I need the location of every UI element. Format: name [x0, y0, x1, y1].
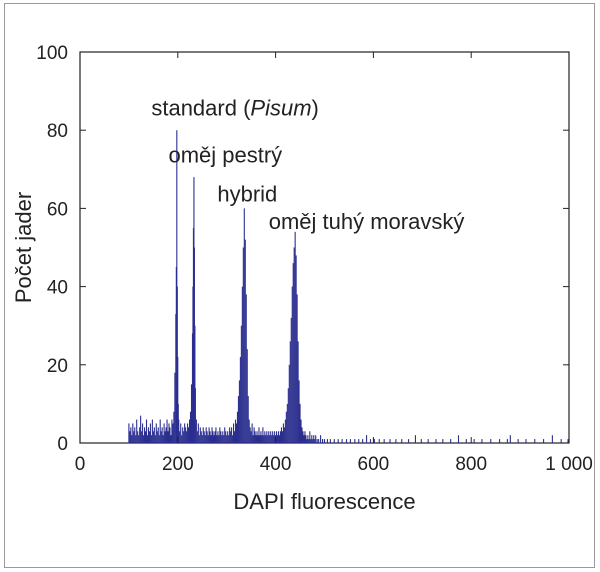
- x-tick-label: 0: [75, 454, 86, 475]
- annotation-text: standard (: [151, 96, 251, 121]
- peak-annotation: oměj pestrý: [168, 143, 282, 168]
- y-axis-title: Počet jader: [11, 192, 36, 303]
- annotation-suffix: ): [312, 96, 319, 121]
- y-axis-ticks: 0 20 40 60 80 100: [36, 43, 569, 455]
- y-tick-label: 40: [47, 278, 68, 299]
- y-tick-label: 0: [57, 434, 68, 455]
- x-tick-label: 600: [358, 454, 390, 475]
- x-axis-title: DAPI fluorescence: [233, 489, 415, 514]
- annotation-text: oměj tuhý moravský: [269, 209, 465, 234]
- y-tick-label: 80: [47, 121, 68, 142]
- x-tick-label: 200: [162, 454, 194, 475]
- peak-annotation: standard (Pisum): [151, 96, 319, 121]
- figure-frame: [4, 3, 595, 568]
- histogram-bars: [128, 130, 569, 443]
- x-axis-ticks: 0 200 400 600 800 1 000: [75, 52, 593, 475]
- y-tick-label: 100: [36, 43, 68, 64]
- x-tick-label: 800: [455, 454, 487, 475]
- annotation-text: hybrid: [217, 182, 277, 207]
- peak-annotation: oměj tuhý moravský: [269, 209, 465, 234]
- x-tick-label: 1 000: [545, 454, 593, 475]
- peak-annotation: hybrid: [217, 182, 277, 207]
- annotation-italic: Pisum: [250, 96, 311, 121]
- y-tick-label: 60: [47, 199, 68, 220]
- x-tick-label: 400: [260, 454, 292, 475]
- annotation-text: oměj pestrý: [168, 143, 282, 168]
- y-tick-label: 20: [47, 356, 68, 377]
